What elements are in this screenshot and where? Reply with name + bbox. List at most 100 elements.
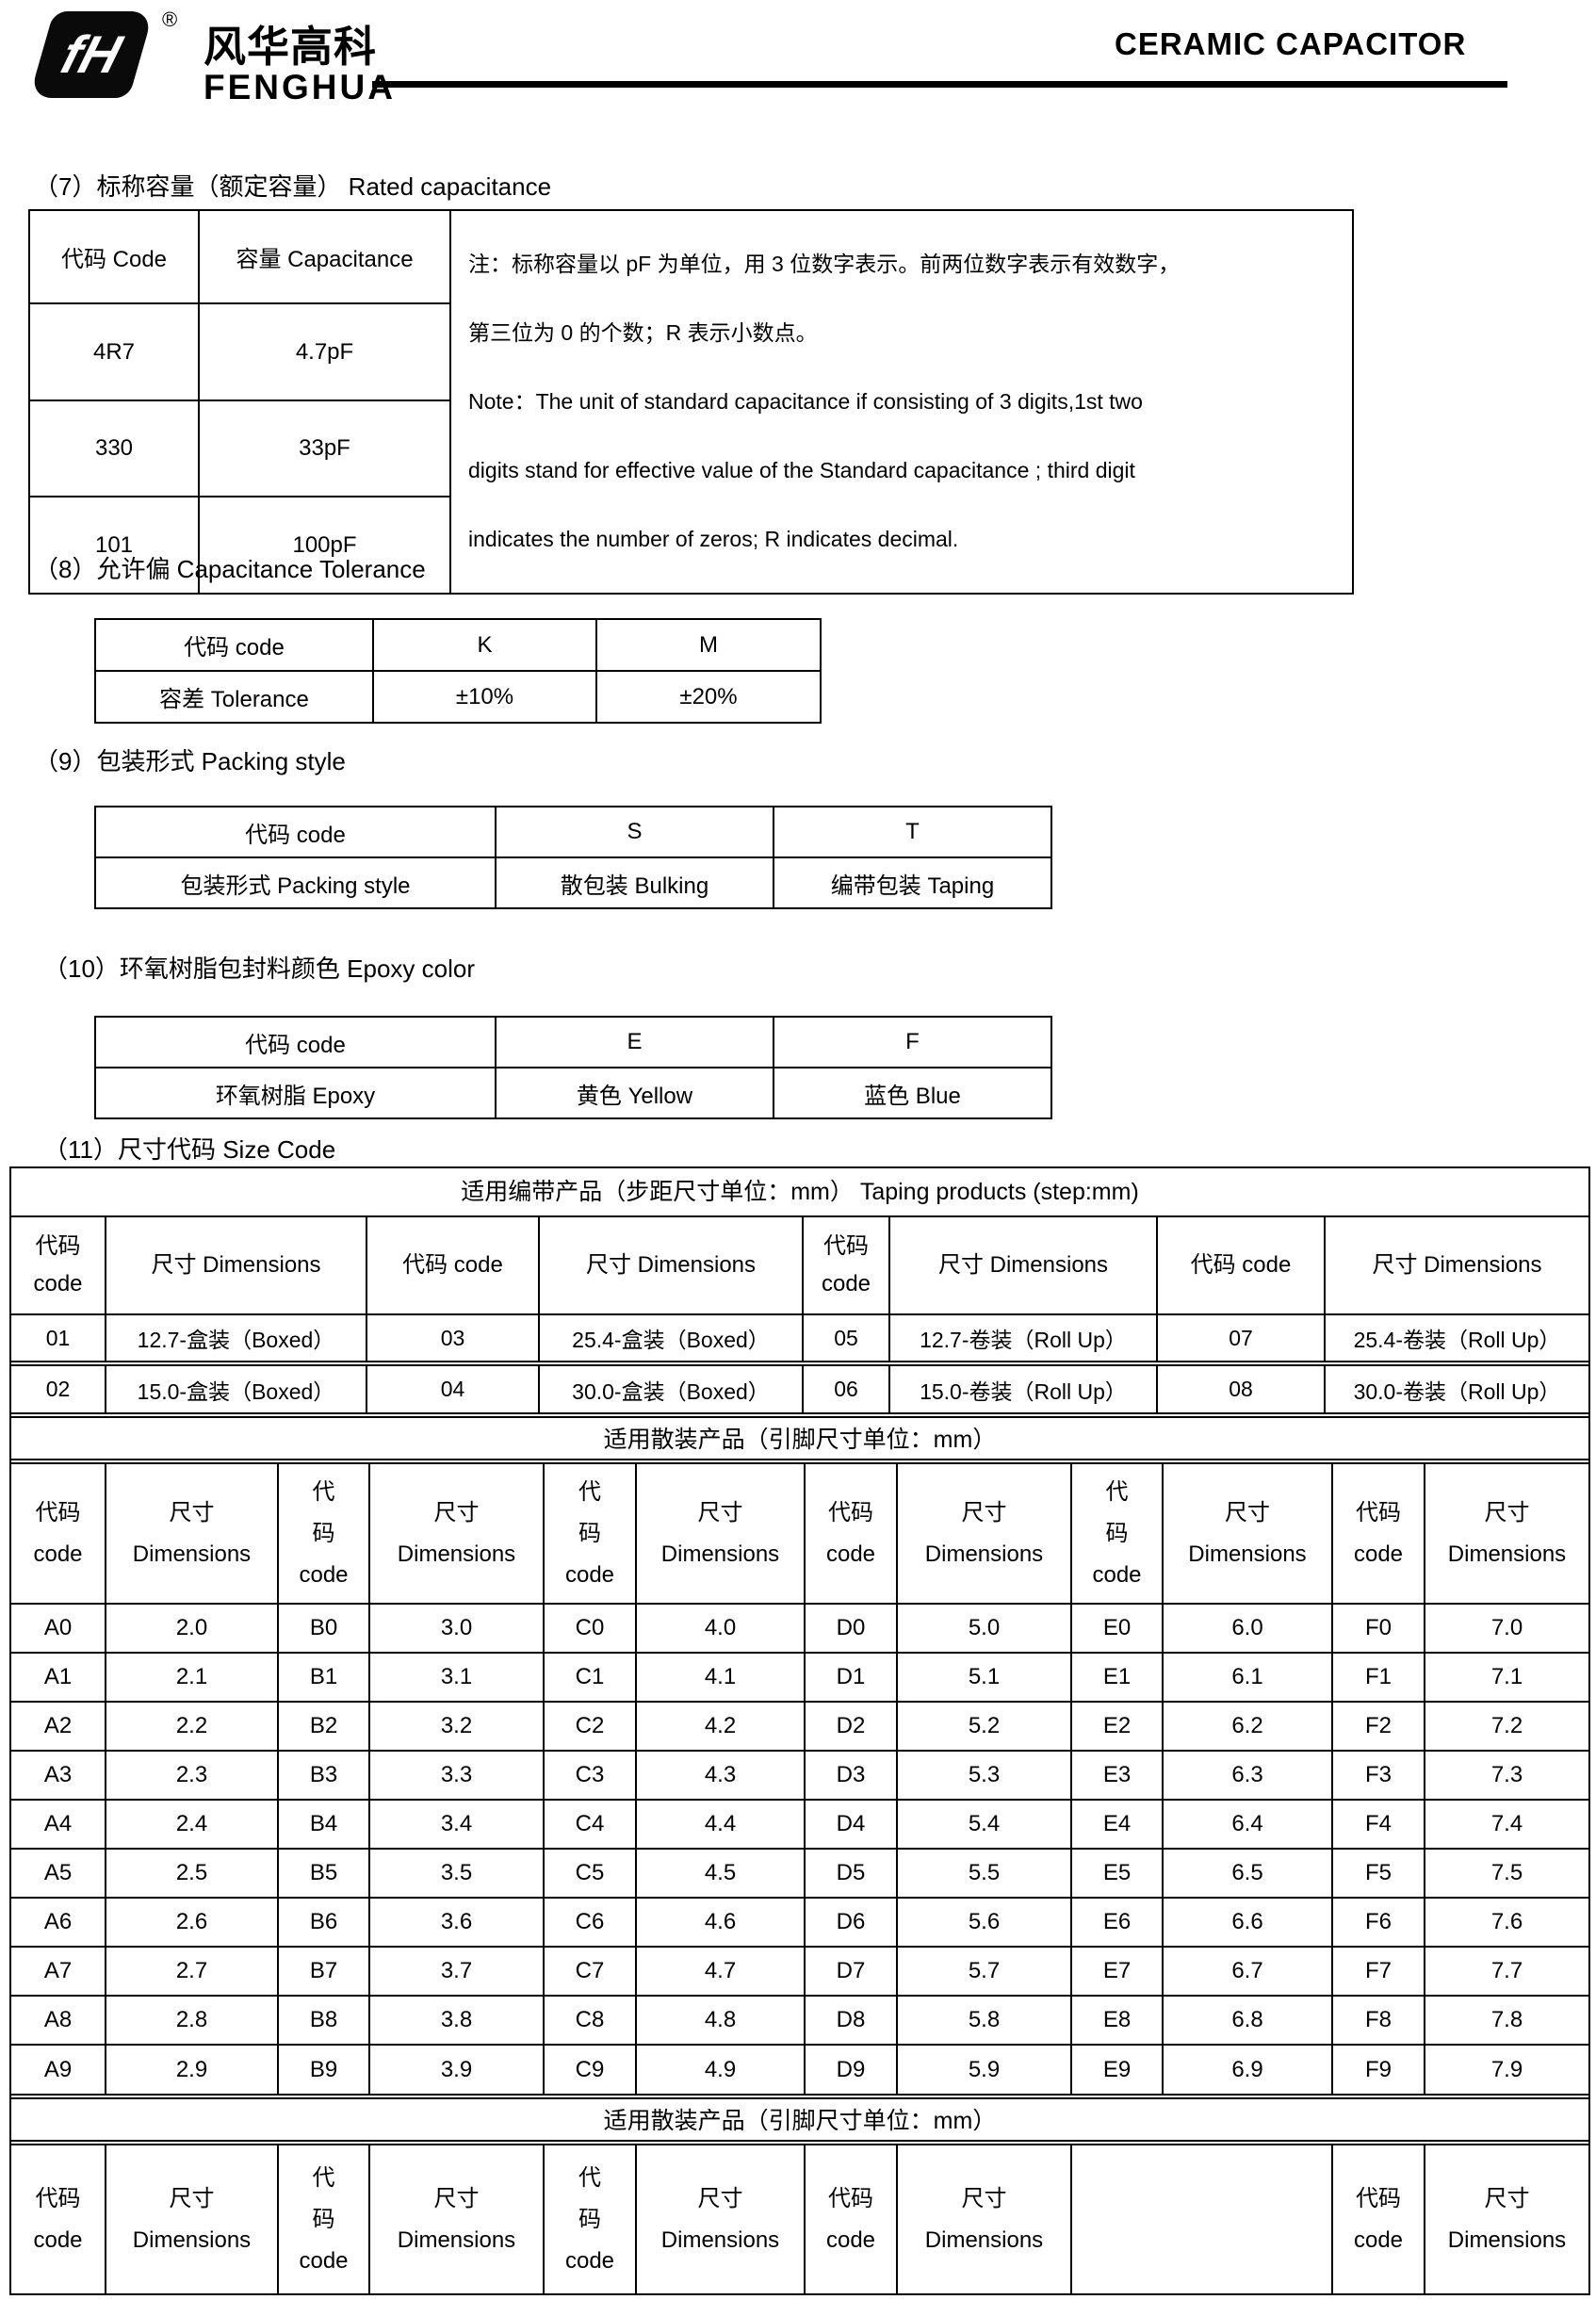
column-header: 尺寸 Dimensions (1424, 1464, 1588, 1605)
size-code: A3 (11, 1750, 106, 1801)
size-code: C9 (543, 2044, 637, 2094)
column-header: 尺寸 Dimensions (1424, 2145, 1588, 2293)
tolerance-value: ±20% (595, 670, 822, 724)
size-dimension: 6.0 (1162, 1603, 1333, 1654)
empty-cell (1070, 2145, 1333, 2293)
column-header: 代 码 code (1070, 1464, 1164, 1605)
size-code: E3 (1070, 1750, 1164, 1801)
size-code: 08 (1156, 1361, 1326, 1412)
size-code: D8 (804, 1995, 898, 2046)
note-line: Note：The unit of standard capacitance if… (468, 389, 1143, 414)
brand-name-english: FENGHUA (204, 68, 396, 107)
column-header: 代码 code (94, 1016, 497, 1068)
column-header: 尺寸 Dimensions (888, 1217, 1158, 1315)
column-header: 尺寸 Dimensions (105, 1217, 367, 1315)
size-code: A0 (11, 1603, 106, 1654)
size-code: D1 (804, 1652, 898, 1703)
size-dimension: 5.0 (896, 1603, 1072, 1654)
column-header: 尺寸 Dimensions (896, 1464, 1072, 1605)
size-code: A2 (11, 1701, 106, 1752)
size-dimension: 25.4-盒装（Boxed） (538, 1313, 804, 1364)
size-dimension: 5.8 (896, 1995, 1072, 2046)
tolerance-code: M (595, 618, 822, 672)
size-code: B8 (277, 1995, 370, 2046)
size-dimension: 7.2 (1424, 1701, 1588, 1752)
size-code: E1 (1070, 1652, 1164, 1703)
column-header: 容量 Capacitance (198, 208, 451, 305)
size-code: E2 (1070, 1701, 1164, 1752)
size-dimension: 7.8 (1424, 1995, 1588, 2046)
taping-products-title: 适用编带产品（步距尺寸单位：mm） Taping products (step:… (11, 1168, 1588, 1217)
size-code: 01 (11, 1313, 106, 1364)
size-dimension: 6.7 (1162, 1946, 1333, 1997)
document-title: CERAMIC CAPACITOR (1115, 26, 1467, 61)
size-code: D9 (804, 2044, 898, 2094)
size-dimension: 4.1 (635, 1652, 806, 1703)
table-row: A4 2.4 B4 3.4 C4 4.4 D4 5.4 E4 6.4 F4 7.4 (11, 1799, 1588, 1850)
size-code: D5 (804, 1848, 898, 1899)
size-dimension: 6.8 (1162, 1995, 1333, 2046)
column-header: 代码 code (1331, 2145, 1425, 2293)
size-code: D3 (804, 1750, 898, 1801)
column-header: 代 码 code (543, 1464, 637, 1605)
column-header: 代码 code (1156, 1217, 1326, 1315)
size-code: E5 (1070, 1848, 1164, 1899)
size-code: C4 (543, 1799, 637, 1850)
size-dimension: 2.7 (105, 1946, 279, 1997)
capacitance-code: 101 (28, 496, 200, 595)
bulk-size-table-2: 代码 code 尺寸 Dimensions 代 码 code 尺寸 Dimens… (11, 2145, 1588, 2293)
column-header: 代码 Code (28, 208, 200, 305)
size-dimension: 3.9 (368, 2044, 545, 2094)
column-header: 尺寸 Dimensions (538, 1217, 804, 1315)
size-dimension: 2.1 (105, 1652, 279, 1703)
table-header-row: 代码 code E F (94, 1016, 1052, 1068)
size-dimension: 2.4 (105, 1799, 279, 1850)
size-code: 02 (11, 1361, 106, 1412)
size-dimension: 7.1 (1424, 1652, 1588, 1703)
table-row: A2 2.2 B2 3.2 C2 4.2 D2 5.2 E2 6.2 F2 7.2 (11, 1701, 1588, 1752)
column-header: 代 码 code (277, 1464, 370, 1605)
size-dimension: 4.4 (635, 1799, 806, 1850)
size-dimension: 6.1 (1162, 1652, 1333, 1703)
row-header: 容差 Tolerance (94, 670, 374, 724)
size-dimension: 4.8 (635, 1995, 806, 2046)
section-7-title: （7）标称容量（额定容量） Rated capacitance (34, 172, 552, 201)
size-dimension: 3.7 (368, 1946, 545, 1997)
size-code: C5 (543, 1848, 637, 1899)
row-header: 环氧树脂 Epoxy (94, 1067, 497, 1119)
column-header: 尺寸 Dimensions (635, 2145, 806, 2293)
size-dimension: 5.3 (896, 1750, 1072, 1801)
section-10-title: （10）环氧树脂包封料颜色 Epoxy color (43, 954, 475, 983)
table-row: 环氧树脂 Epoxy 黄色 Yellow 蓝色 Blue (94, 1067, 1052, 1119)
size-code: F3 (1331, 1750, 1425, 1801)
size-dimension: 6.9 (1162, 2044, 1333, 2094)
column-header: 尺寸 Dimensions (635, 1464, 806, 1605)
size-dimension: 6.2 (1162, 1701, 1333, 1752)
column-header: 代 码 code (543, 2145, 637, 2293)
size-dimension: 30.0-卷装（Roll Up） (1324, 1361, 1588, 1412)
size-dimension: 7.3 (1424, 1750, 1588, 1801)
size-dimension: 2.6 (105, 1897, 279, 1948)
table-row: 01 12.7-盒装（Boxed） 03 25.4-盒装（Boxed） 05 1… (11, 1313, 1588, 1364)
size-code: E0 (1070, 1603, 1164, 1654)
size-dimension: 5.6 (896, 1897, 1072, 1948)
table-header-row: 代码 code 尺寸 Dimensions 代 码 code 尺寸 Dimens… (11, 1464, 1588, 1605)
column-header: 尺寸 Dimensions (105, 1464, 279, 1605)
capacitance-value: 33pF (198, 399, 451, 498)
logo-monogram: fH (55, 24, 128, 84)
table-row: A6 2.6 B6 3.6 C6 4.6 D6 5.6 E6 6.6 F6 7.6 (11, 1897, 1588, 1948)
size-dimension: 6.4 (1162, 1799, 1333, 1850)
size-dimension: 7.5 (1424, 1848, 1588, 1899)
table-header-row: 代码 code S T (94, 806, 1052, 858)
bulk-size-table: 代码 code 尺寸 Dimensions 代 码 code 尺寸 Dimens… (11, 1464, 1588, 2094)
taping-size-table: 代码 code 尺寸 Dimensions 代码 code 尺寸 Dimensi… (11, 1217, 1588, 1412)
column-header: 尺寸 Dimensions (1162, 1464, 1333, 1605)
size-code: F0 (1331, 1603, 1425, 1654)
table-row: 4R7 4.7pF (28, 302, 1353, 401)
table-row: 02 15.0-盒装（Boxed） 04 30.0-盒装（Boxed） 06 1… (11, 1361, 1588, 1412)
size-code: F4 (1331, 1799, 1425, 1850)
column-header: 尺寸 Dimensions (368, 1464, 545, 1605)
size-dimension: 5.2 (896, 1701, 1072, 1752)
section-8-title: （8）允许偏 Capacitance Tolerance (34, 555, 426, 583)
size-dimension: 4.7 (635, 1946, 806, 1997)
